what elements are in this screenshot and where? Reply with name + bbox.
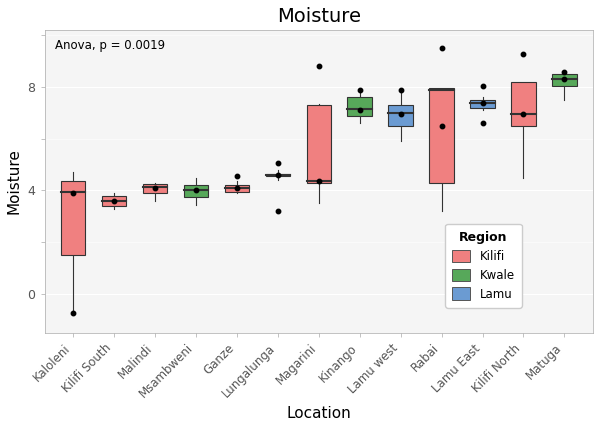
- Bar: [266, 174, 290, 176]
- Bar: [307, 105, 331, 183]
- Bar: [143, 184, 167, 193]
- Bar: [430, 89, 454, 183]
- Bar: [102, 196, 127, 206]
- Bar: [388, 105, 413, 126]
- Title: Moisture: Moisture: [277, 7, 361, 26]
- Text: Anova, p = 0.0019: Anova, p = 0.0019: [55, 39, 166, 52]
- Bar: [347, 98, 372, 116]
- Bar: [61, 181, 85, 255]
- Y-axis label: Moisture: Moisture: [7, 149, 22, 214]
- Bar: [224, 185, 249, 192]
- X-axis label: Location: Location: [286, 406, 351, 421]
- Bar: [470, 100, 495, 108]
- Legend: Kilifi, Kwale, Lamu: Kilifi, Kwale, Lamu: [445, 223, 522, 308]
- Bar: [184, 185, 208, 197]
- Bar: [552, 74, 577, 86]
- Bar: [511, 82, 536, 126]
